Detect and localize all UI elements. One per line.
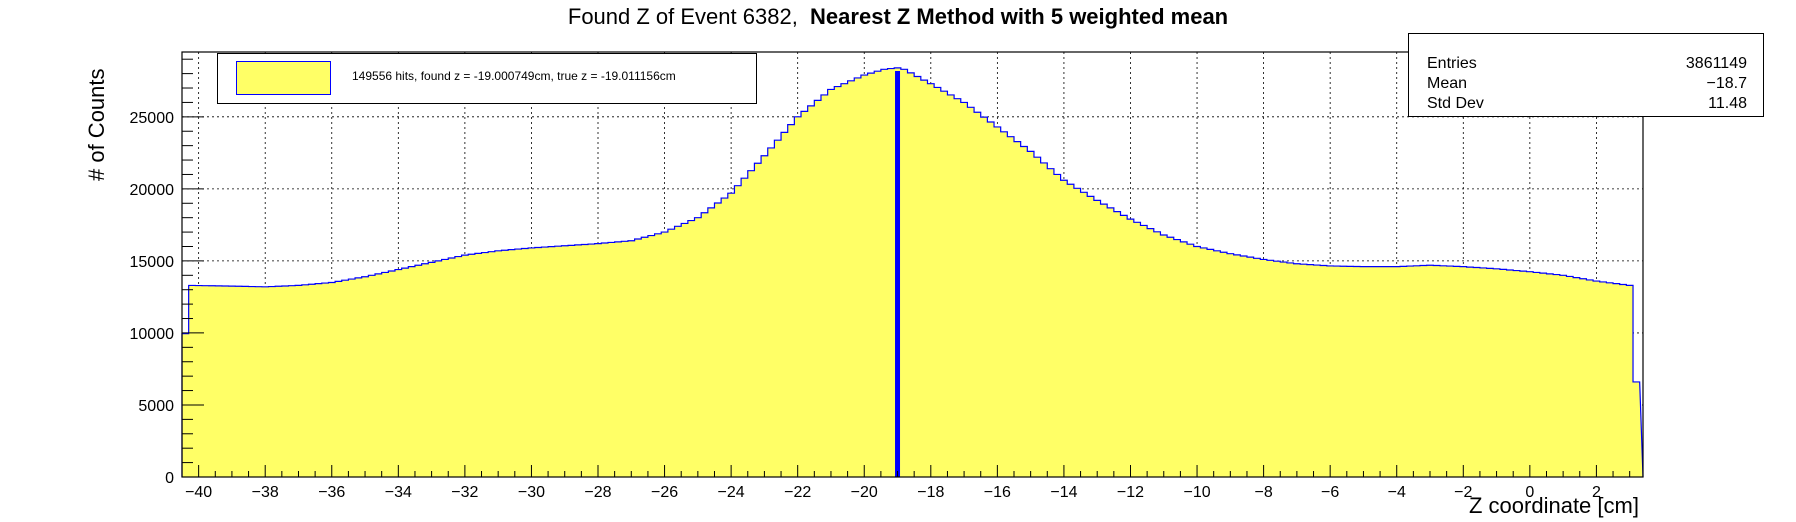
title-prefix: Found Z of Event 6382, bbox=[567, 4, 798, 29]
stats-value: −18.7 bbox=[1706, 75, 1747, 92]
x-tick-label: −2 bbox=[1454, 484, 1472, 501]
y-tick-label: 5000 bbox=[138, 398, 174, 415]
y-axis-title: # of Counts bbox=[84, 68, 109, 181]
x-tick-label: −30 bbox=[518, 484, 545, 501]
stats-row-stddev: Std Dev 11.48 bbox=[1427, 95, 1747, 115]
stats-label: Std Dev bbox=[1427, 95, 1484, 112]
stats-value: 11.48 bbox=[1708, 95, 1747, 112]
x-tick-label: −16 bbox=[984, 484, 1011, 501]
y-tick-label: 20000 bbox=[130, 182, 175, 199]
x-tick-label: −24 bbox=[718, 484, 745, 501]
legend-box: 149556 hits, found z = -19.000749cm, tru… bbox=[217, 53, 757, 104]
x-tick-label: 2 bbox=[1592, 484, 1601, 501]
x-tick-label: −8 bbox=[1254, 484, 1272, 501]
stats-label: Entries bbox=[1427, 55, 1477, 72]
y-tick-label: 25000 bbox=[130, 110, 175, 127]
x-tick-label: 0 bbox=[1525, 484, 1534, 501]
x-tick-label: −38 bbox=[252, 484, 279, 501]
plot-border bbox=[181, 51, 1644, 478]
x-axis-title: Z coordinate [cm] bbox=[1469, 493, 1639, 518]
histogram-bars bbox=[181, 67, 1644, 478]
y-tick-label: 0 bbox=[165, 470, 174, 487]
found-z-marker bbox=[895, 71, 901, 477]
stats-box: Entries 3861149 Mean −18.7 Std Dev 11.48 bbox=[1408, 33, 1764, 117]
x-tick-label: −36 bbox=[318, 484, 345, 501]
x-tick-label: −18 bbox=[917, 484, 944, 501]
plot-frame bbox=[181, 51, 1644, 478]
y-tick-label: 15000 bbox=[130, 254, 175, 271]
stats-row-mean: Mean −18.7 bbox=[1427, 75, 1747, 95]
chart-title: Found Z of Event 6382, Nearest Z Method … bbox=[0, 4, 1796, 30]
legend-swatch bbox=[236, 61, 331, 95]
stats-row-entries: Entries 3861149 bbox=[1427, 55, 1747, 75]
histogram-outline bbox=[181, 67, 1644, 478]
tick-labels: −40 −38 −36 −34 −32 −30 −28 −26 −24 −22 −20 −18 −16−… bbox=[130, 110, 1601, 501]
x-tick-label: −34 bbox=[385, 484, 412, 501]
x-tick-label: −22 bbox=[784, 484, 811, 501]
x-tick-label: −32 bbox=[451, 484, 478, 501]
x-tick-label: −26 bbox=[651, 484, 678, 501]
found-z-line bbox=[895, 71, 901, 477]
x-tick-label: −4 bbox=[1388, 484, 1406, 501]
histogram-fill bbox=[182, 67, 1643, 477]
x-tick-label: −14 bbox=[1050, 484, 1077, 501]
x-tick-label: −28 bbox=[584, 484, 611, 501]
axis-ticks bbox=[181, 58, 1631, 478]
x-tick-label: −40 bbox=[185, 484, 212, 501]
x-tick-label: −20 bbox=[851, 484, 878, 501]
y-tick-label: 10000 bbox=[130, 326, 175, 343]
x-tick-label: −6 bbox=[1321, 484, 1339, 501]
stats-value: 3861149 bbox=[1685, 55, 1747, 72]
title-main: Nearest Z Method with 5 weighted mean bbox=[810, 4, 1229, 29]
stats-label: Mean bbox=[1427, 75, 1468, 92]
x-tick-label: −12 bbox=[1117, 484, 1144, 501]
x-tick-label: −10 bbox=[1183, 484, 1210, 501]
legend-text: 149556 hits, found z = -19.000749cm, tru… bbox=[352, 69, 676, 83]
